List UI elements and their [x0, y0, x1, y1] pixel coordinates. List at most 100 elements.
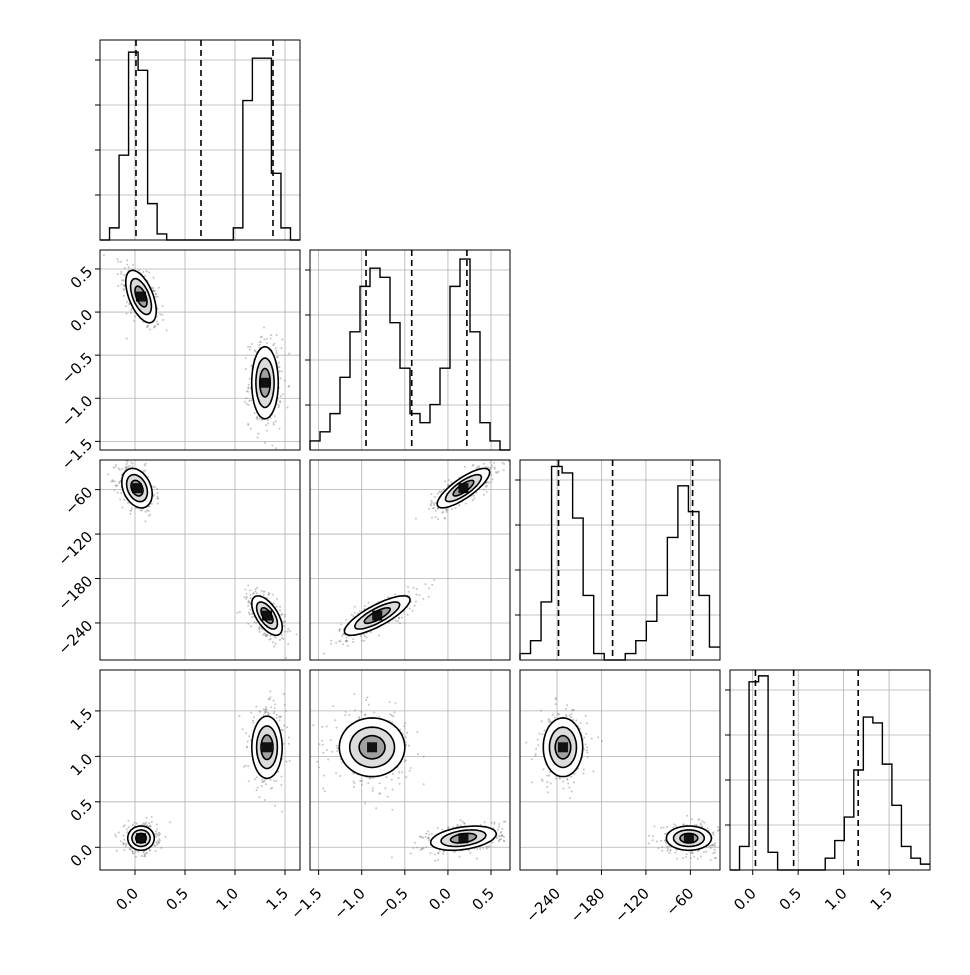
sample-point	[120, 260, 122, 263]
sample-point	[566, 704, 568, 707]
sample-point	[330, 639, 333, 642]
sample-point	[501, 834, 504, 837]
sample-point	[285, 656, 288, 659]
sample-point	[398, 782, 401, 785]
sample-point	[152, 485, 154, 488]
sample-point	[363, 639, 366, 642]
sample-point	[682, 823, 685, 826]
sample-point	[277, 366, 280, 368]
sample-point	[269, 417, 272, 420]
sample-point	[266, 711, 269, 714]
density-peak	[132, 483, 142, 494]
sample-point	[546, 781, 549, 784]
sample-point	[279, 401, 282, 404]
sample-point	[282, 693, 285, 695]
sample-point	[695, 824, 698, 826]
sample-point	[709, 858, 712, 861]
sample-point	[399, 728, 402, 731]
sample-point	[456, 823, 459, 826]
sample-point	[165, 329, 168, 332]
sample-point	[713, 848, 716, 851]
sample-point	[397, 620, 399, 622]
sample-point	[584, 714, 587, 717]
sample-point	[472, 464, 475, 466]
sample-point	[131, 849, 134, 852]
sample-point	[711, 832, 714, 834]
sample-point	[437, 507, 439, 510]
sample-point	[583, 736, 586, 739]
sample-point	[478, 466, 481, 469]
sample-point	[143, 275, 146, 278]
sample-point	[125, 312, 128, 315]
contour-line	[672, 829, 706, 848]
sample-point	[158, 831, 160, 834]
sample-point	[260, 418, 263, 421]
sample-point	[713, 842, 716, 845]
sample-point	[663, 832, 666, 835]
sample-point	[352, 640, 355, 643]
sample-point	[122, 279, 125, 282]
sample-point	[582, 772, 585, 775]
sample-point	[709, 847, 712, 849]
sample-point	[264, 783, 267, 786]
sample-point	[261, 780, 264, 783]
sample-point	[157, 497, 160, 500]
sample-point	[263, 338, 266, 341]
sample-point	[145, 852, 147, 855]
panel-content	[100, 250, 300, 450]
sample-point	[441, 510, 444, 513]
sample-point	[268, 698, 271, 701]
sample-point	[419, 848, 422, 851]
sample-point	[497, 840, 500, 843]
sample-point	[263, 711, 266, 714]
contour-line	[444, 473, 483, 503]
sample-point	[252, 721, 255, 724]
sample-point	[122, 834, 125, 837]
contour-line	[440, 829, 487, 848]
sample-point	[422, 847, 425, 850]
sample-point	[162, 319, 164, 321]
sample-point	[278, 404, 280, 407]
sample-point	[255, 789, 258, 792]
sample-point	[248, 613, 251, 616]
sample-point	[373, 711, 376, 714]
sample-point	[419, 835, 422, 838]
contour-line	[130, 479, 144, 497]
sample-point	[143, 853, 146, 856]
sample-point	[322, 751, 325, 754]
sample-point	[490, 474, 493, 477]
sample-point	[361, 779, 364, 782]
sample-point	[715, 857, 717, 859]
sample-point	[317, 766, 320, 769]
sample-point	[407, 744, 410, 747]
sample-point	[258, 417, 261, 420]
sample-point	[479, 848, 482, 851]
sample-point	[430, 499, 433, 502]
sample-point	[247, 604, 250, 607]
sample-point	[479, 823, 482, 826]
sample-point	[339, 775, 342, 777]
sample-point	[288, 384, 291, 387]
sample-point	[362, 633, 365, 636]
sample-point	[249, 597, 252, 600]
scatter-panel-3-1	[95, 459, 301, 661]
scatter-panel-4-2	[309, 669, 511, 871]
sample-point	[359, 780, 362, 782]
sample-point	[274, 703, 277, 706]
sample-point	[256, 436, 259, 439]
sample-point	[541, 733, 544, 736]
sample-point	[150, 502, 153, 505]
sample-point	[251, 616, 254, 619]
panel-frame	[309, 249, 511, 451]
sample-point	[497, 828, 499, 831]
sample-point	[279, 395, 282, 398]
sample-point	[572, 718, 575, 721]
sample-point	[258, 630, 261, 633]
sample-point	[490, 821, 493, 824]
sample-point	[265, 633, 268, 636]
sample-point	[335, 772, 338, 775]
sample-point	[485, 466, 488, 469]
sample-point	[272, 423, 275, 426]
sample-point	[486, 481, 489, 484]
sample-point	[247, 345, 250, 348]
